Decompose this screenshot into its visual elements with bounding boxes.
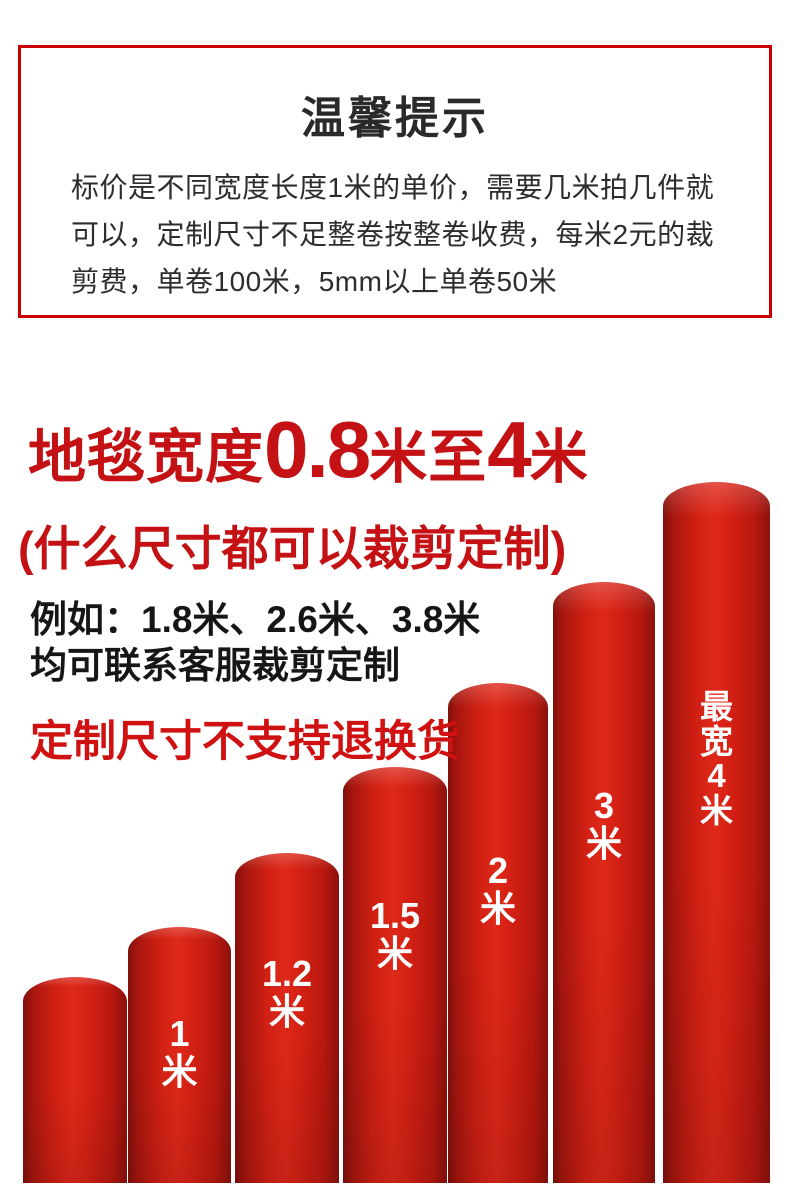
carpet-roll-0-8m (23, 977, 127, 1183)
notice-box: 温馨提示 标价是不同宽度长度1米的单价，需要几米拍几件就可以，定制尺寸不足整卷按… (18, 45, 772, 318)
carpet-roll-2m: 2 米 (448, 683, 548, 1183)
no-return-warning: 定制尺寸不支持退换货 (30, 718, 460, 766)
min-width-value: 0.8 (264, 405, 371, 494)
carpet-roll-4m: 最 宽 4 米 (663, 482, 770, 1183)
carpet-roll-1m: 1 米 (128, 927, 231, 1183)
carpet-roll-3m: 3 米 (553, 582, 655, 1183)
example-line-2: 均可联系客服裁剪定制 (30, 645, 400, 686)
carpet-roll-1-5m: 1.5 米 (343, 767, 447, 1183)
roll-size-label: 2 米 (479, 850, 516, 930)
example-sizes: 例如：1.8米、2.6米、3.8米 均可联系客服裁剪定制 (30, 597, 480, 689)
notice-title: 温馨提示 (301, 94, 489, 143)
roll-size-label: 1 米 (161, 1013, 198, 1093)
roll-size-label: 最 宽 4 米 (700, 688, 733, 829)
headline-subtitle: (什么尺寸都可以裁剪定制) (18, 522, 567, 575)
headline-prefix: 地毯宽度 (28, 425, 265, 490)
carpet-roll-1-2m: 1.2 米 (235, 853, 339, 1183)
max-width-value: 4 (487, 405, 531, 494)
headline-connector: 米至 (369, 425, 488, 490)
notice-body: 标价是不同宽度长度1米的单价，需要几米拍几件就可以，定制尺寸不足整卷按整卷收费，… (71, 172, 715, 297)
roll-size-label: 3 米 (585, 785, 622, 865)
headline: 地毯宽度0.8米至4米 (28, 404, 589, 496)
headline-unit: 米 (529, 425, 589, 490)
roll-size-label: 1.5 米 (369, 895, 421, 975)
roll-size-label: 1.2 米 (261, 953, 313, 1033)
example-line-1: 例如：1.8米、2.6米、3.8米 (30, 599, 481, 640)
